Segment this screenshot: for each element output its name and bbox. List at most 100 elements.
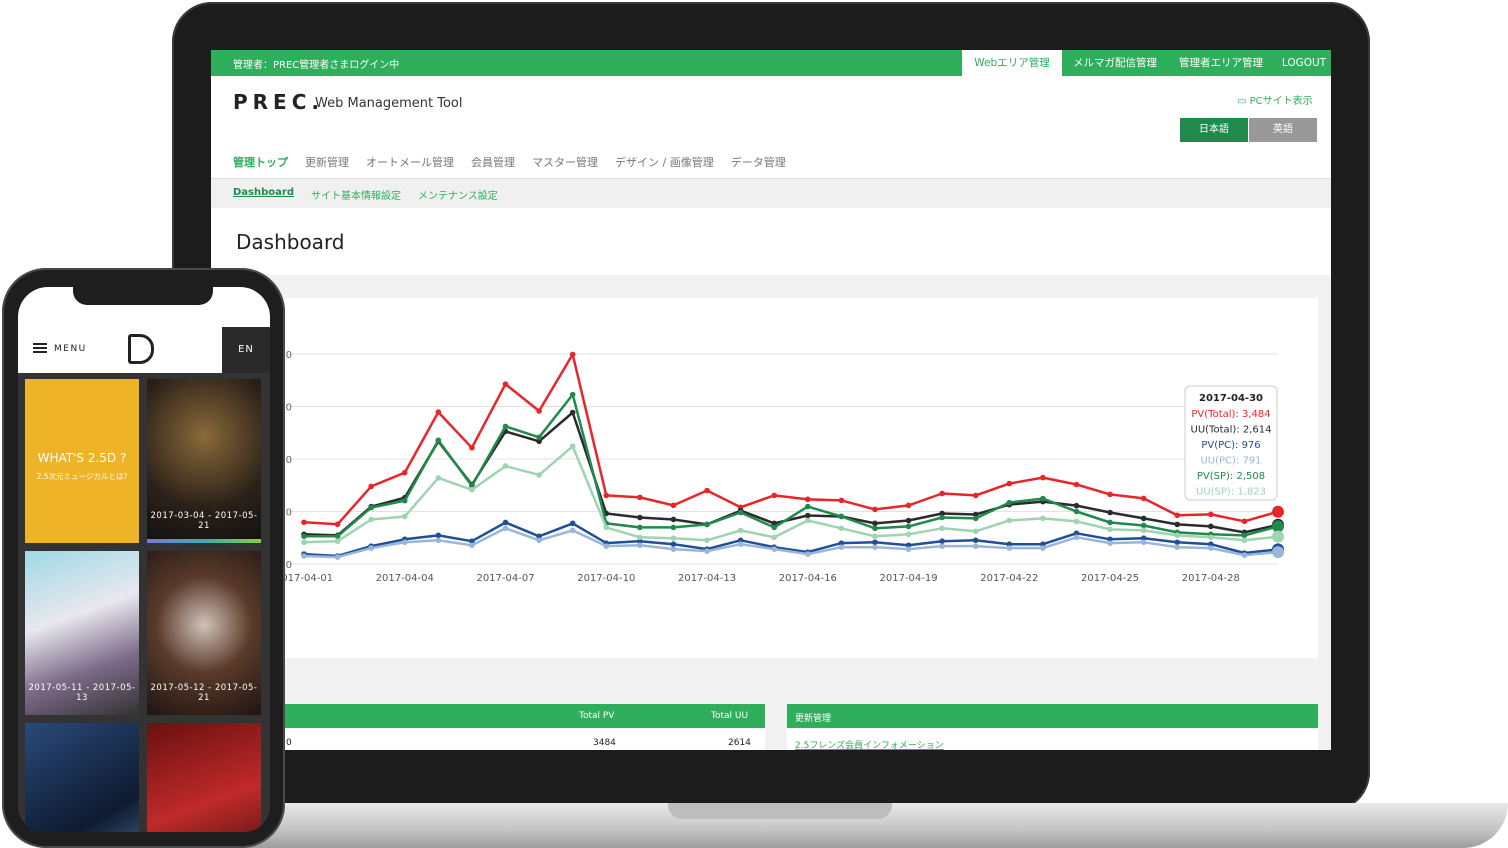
- x-tick-label: 2017-04-10: [577, 573, 635, 584]
- nav-item[interactable]: 更新管理: [305, 156, 349, 169]
- data-point: [637, 494, 643, 501]
- sub-nav-items: Dashboard サイト基本情報設定 メンテナンス設定: [233, 187, 498, 202]
- data-point: [1073, 481, 1080, 488]
- data-point: [301, 553, 307, 559]
- tool-name: Web Management Tool: [315, 96, 463, 111]
- data-point: [569, 443, 576, 450]
- data-point: [804, 503, 811, 510]
- phone-notch: [73, 287, 213, 305]
- data-point: [872, 544, 878, 550]
- data-point: [1107, 540, 1113, 546]
- data-point: [1174, 532, 1181, 539]
- data-point: [1107, 526, 1113, 533]
- data-point: [704, 548, 710, 554]
- tooltip-row: PV(Total): 3,484: [1191, 409, 1270, 420]
- phone-header: MENU EN: [18, 327, 270, 373]
- data-point: [536, 537, 542, 544]
- tab[interactable]: Webエリア管理: [962, 50, 1062, 76]
- data-point: [939, 543, 945, 549]
- data-point: [804, 496, 811, 503]
- event-tile[interactable]: 2017-03-04 - 2017-05-21: [147, 379, 261, 543]
- intro-subtitle: 2.5次元ミュージカルとは?: [36, 472, 128, 481]
- intro-title: WHAT'S 2.5D ?: [37, 451, 127, 465]
- lang-switch[interactable]: EN: [222, 327, 270, 373]
- stats-header: Total PV Total UU: [228, 704, 765, 728]
- nav-item[interactable]: オートメール管理: [366, 156, 454, 169]
- data-point: [301, 519, 307, 526]
- data-point: [838, 513, 845, 520]
- main-nav: 管理トップ 更新管理 オートメール管理 会員管理 マスター管理 デザイン / 画…: [233, 154, 786, 170]
- logo: PREC.: [233, 90, 324, 114]
- data-point: [1140, 527, 1147, 534]
- data-point: [435, 409, 442, 415]
- data-point: [1006, 545, 1013, 551]
- data-point: [603, 492, 610, 499]
- event-dates: 2017-05-11 - 2017-05-13: [28, 683, 136, 703]
- event-tile[interactable]: 2017-05-12 - 2017-05-21: [147, 551, 261, 715]
- lang-button[interactable]: 日本語: [1180, 118, 1248, 142]
- data-point: [1208, 511, 1214, 518]
- data-point: [469, 444, 475, 451]
- x-tick-label: 2017-04-04: [376, 573, 434, 584]
- tab[interactable]: 管理者エリア管理: [1179, 57, 1263, 69]
- nav-item[interactable]: デザイン / 画像管理: [615, 156, 714, 169]
- data-point: [872, 520, 878, 527]
- chart-card: [228, 298, 1318, 658]
- tab[interactable]: メルマガ配信管理: [1073, 57, 1157, 69]
- event-tile[interactable]: 2017-05-11 - 2017-05-13: [25, 551, 139, 715]
- data-point: [939, 514, 945, 521]
- pc-link[interactable]: ▭ PCサイト表示: [1237, 96, 1313, 107]
- cell: 2614: [728, 738, 751, 748]
- data-point: [1107, 491, 1113, 498]
- sub-nav-item[interactable]: Dashboard: [233, 187, 294, 198]
- data-point: [771, 546, 778, 552]
- updates-title: 更新管理: [795, 714, 832, 724]
- nav-item[interactable]: マスター管理: [532, 156, 598, 169]
- data-point: [704, 487, 710, 494]
- data-point: [838, 525, 845, 532]
- nav-item[interactable]: データ管理: [730, 156, 786, 169]
- data-point: [301, 539, 307, 546]
- updates-header: 更新管理: [787, 704, 1318, 728]
- intro-tile[interactable]: WHAT'S 2.5D ? 2.5次元ミュージカルとは?: [25, 379, 139, 543]
- menu-label[interactable]: MENU: [54, 344, 87, 354]
- nav-item[interactable]: 管理トップ: [233, 156, 288, 169]
- data-point: [1140, 495, 1147, 502]
- title-box: Dashboard: [211, 208, 1331, 275]
- cell: 0: [286, 738, 292, 748]
- menu-icon[interactable]: [33, 343, 47, 345]
- data-point: [670, 541, 677, 547]
- data-point: [1272, 505, 1284, 518]
- data-point: [804, 517, 811, 524]
- data-point: [905, 542, 912, 549]
- nav-item[interactable]: 会員管理: [471, 156, 515, 169]
- update-link[interactable]: 2.5フレンズ会員インフォメーション: [795, 741, 944, 750]
- lang-button[interactable]: 英語: [1249, 118, 1317, 142]
- data-point: [1040, 474, 1046, 481]
- data-point: [670, 546, 677, 552]
- sub-nav-item[interactable]: メンテナンス設定: [418, 191, 498, 202]
- series-line: [303, 445, 1279, 544]
- data-point: [368, 504, 374, 511]
- event-tile[interactable]: [25, 723, 139, 832]
- sub-nav-item[interactable]: サイト基本情報設定: [311, 191, 401, 202]
- data-point: [1208, 523, 1214, 530]
- x-tick-label: 2017-04-13: [678, 573, 736, 584]
- data-point: [1040, 515, 1046, 522]
- event-dates: 2017-03-04 - 2017-05-21: [150, 511, 258, 531]
- tab[interactable]: LOGOUT: [1281, 57, 1327, 69]
- data-point: [469, 483, 475, 489]
- data-point: [804, 512, 811, 519]
- data-point: [469, 486, 475, 493]
- data-point: [334, 554, 341, 560]
- data-point: [1208, 534, 1214, 541]
- y-tick-label: 0: [286, 560, 292, 571]
- data-point: [771, 520, 778, 527]
- data-point: [435, 532, 442, 539]
- event-tile[interactable]: [147, 723, 261, 832]
- data-point: [1174, 512, 1181, 519]
- data-point: [972, 528, 979, 535]
- data-point: [872, 539, 878, 546]
- data-point: [368, 516, 374, 523]
- sub-nav: Dashboard サイト基本情報設定 メンテナンス設定: [211, 178, 1331, 209]
